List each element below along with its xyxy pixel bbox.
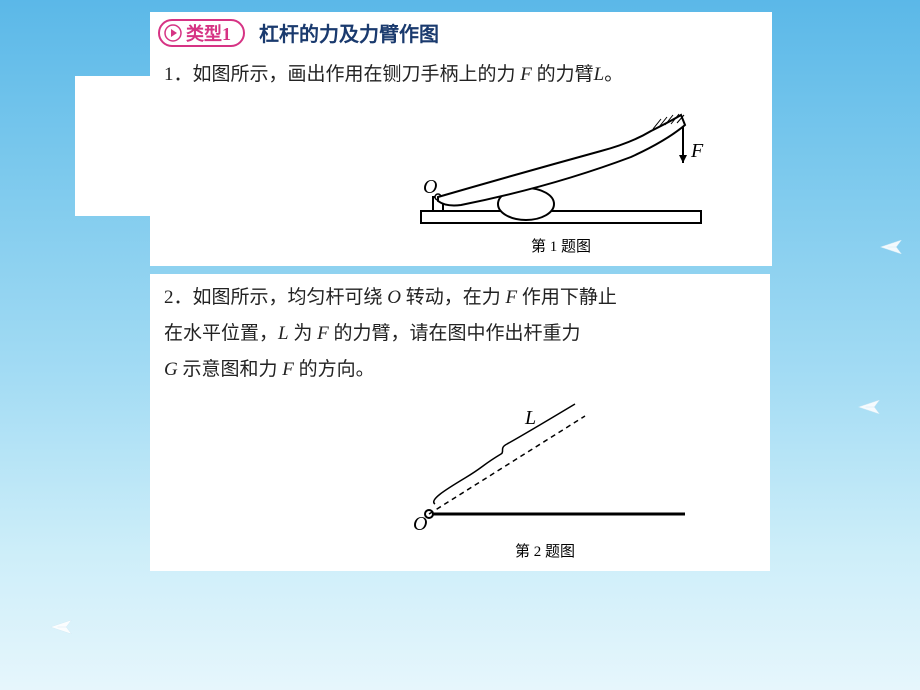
type-header: 类型1 杠杆的力及力臂作图 (150, 12, 772, 51)
q2-l1p1: 如图所示，均匀杆可绕 (193, 287, 388, 308)
question-1-prompt: 1．如图所示，画出作用在铡刀手柄上的力 F 的力臂L。 (150, 51, 772, 97)
figure-2: O L 第 2 题图 (150, 392, 770, 571)
diagram2-L-label: L (524, 407, 536, 429)
diagram-lever: O L (385, 396, 705, 536)
diagram2-O-label: O (413, 513, 427, 535)
figure-2-caption: 第 2 题图 (515, 540, 575, 561)
play-icon (164, 24, 182, 42)
figure-1-caption: 第 1 题图 (531, 235, 591, 256)
content-area: 类型1 杠杆的力及力臂作图 1．如图所示，画出作用在铡刀手柄上的力 F 的力臂L… (0, 0, 920, 571)
q2-l2p3: 的力臂，请在图中作出杆重力 (329, 323, 581, 344)
q2-l2p1: 在水平位置， (164, 323, 278, 344)
figure-1: F O 第 1 题图 (150, 97, 772, 266)
q1-L: L (594, 64, 605, 85)
q2-O1: O (387, 287, 401, 308)
q2-F3: F (282, 359, 294, 380)
diagram-knife: F O (401, 101, 721, 231)
question-2-prompt: 2．如图所示，均匀杆可绕 O 转动，在力 F 作用下静止 在水平位置，L 为 F… (150, 274, 770, 392)
type-title: 杠杆的力及力臂作图 (259, 18, 439, 47)
paper-plane-icon (50, 620, 72, 634)
q2-L1: L (278, 323, 289, 344)
type-pill-label: 类型1 (186, 20, 231, 46)
q2-F2: F (317, 323, 329, 344)
q2-l2p2: 为 (289, 323, 318, 344)
question-card-2: 2．如图所示，均匀杆可绕 O 转动，在力 F 作用下静止 在水平位置，L 为 F… (150, 274, 770, 571)
q2-l1p2: 转动，在力 (401, 287, 506, 308)
q1-text-3: 。 (604, 64, 623, 85)
q2-G: G (164, 359, 178, 380)
q2-F1: F (506, 287, 518, 308)
q2-l1p3: 作用下静止 (517, 287, 617, 308)
q2-l3p2: 示意图和力 (178, 359, 283, 380)
type-pill: 类型1 (158, 19, 245, 47)
question-number: 1． (164, 64, 193, 85)
diagram-O-label: O (423, 176, 437, 198)
q1-text-1: 如图所示，画出作用在铡刀手柄上的力 (193, 64, 521, 85)
question-number: 2． (164, 287, 193, 308)
question-card-1: 类型1 杠杆的力及力臂作图 1．如图所示，画出作用在铡刀手柄上的力 F 的力臂L… (150, 12, 772, 266)
q1-text-2: 的力臂 (532, 64, 594, 85)
diagram-F-label: F (690, 140, 704, 162)
q2-l3p3: 的方向。 (294, 359, 375, 380)
q1-F: F (520, 64, 532, 85)
